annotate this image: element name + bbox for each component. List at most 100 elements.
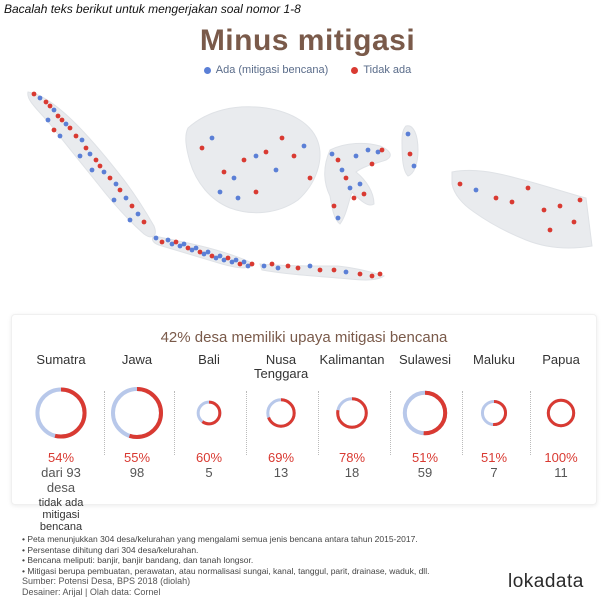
map-dot [209, 135, 215, 141]
map-dot [269, 261, 275, 267]
summary-panel: 42% desa memiliki upaya mitigasi bencana… [11, 314, 597, 533]
map-dot [77, 153, 83, 159]
map-dot [369, 161, 375, 167]
donut-papua [546, 398, 576, 428]
map-dot [509, 199, 515, 205]
legend-label-ada: Ada (mitigasi bencana) [215, 64, 329, 76]
divider [530, 391, 531, 455]
map-dot [185, 245, 191, 251]
donut-nusa-tenggara [266, 398, 296, 428]
footnote: • Persentase dihitung dari 304 desa/kelu… [22, 544, 199, 555]
map-dot [273, 167, 279, 173]
donut-arc-tidak-ada [196, 400, 222, 426]
source-text: Sumber: Potensi Desa, BPS 2018 (diolah) [22, 576, 191, 586]
footnote: • Mitigasi berupa pembuatan, perawatan, … [22, 565, 430, 576]
region-papua: Papua 100% 11 [528, 352, 594, 481]
map-dot [317, 267, 323, 273]
region-name: Papua [542, 352, 580, 367]
legend-label-tidak: Tidak ada [363, 64, 412, 76]
region-sumatra: Sumatra 54% dari 93 desa tidak ada mitig… [26, 353, 96, 533]
region-jawa: Jawa 55% 98 [104, 353, 170, 480]
map-dot [237, 261, 243, 267]
divider [462, 391, 463, 455]
map-dot [209, 253, 215, 259]
indonesia-map [27, 91, 593, 281]
map-dot [369, 273, 375, 279]
map-dot [123, 195, 129, 201]
map-dot [379, 147, 385, 153]
map-dots [31, 91, 583, 279]
donut-sulawesi [402, 390, 448, 436]
region-count: 59 [417, 465, 433, 480]
legend: Ada (mitigasi bencana) Tidak ada [0, 64, 615, 76]
map-dot [169, 241, 175, 247]
region-name: Sulawesi [398, 352, 452, 367]
map-dot [235, 195, 241, 201]
map-dot [189, 247, 195, 253]
map-dot [253, 189, 259, 195]
map-dot [329, 151, 335, 157]
map-dot [411, 163, 417, 169]
divider [246, 391, 247, 455]
map-dot [205, 249, 211, 255]
region-name: Kalimantan [319, 352, 385, 367]
map-dot [525, 185, 531, 191]
map-dot [263, 149, 269, 155]
region-count: dari 93 desa [41, 465, 81, 495]
map-kalimantan [185, 106, 321, 214]
legend-item-ada: Ada (mitigasi bencana) [203, 64, 329, 76]
footnote: • Peta menunjukkan 304 desa/kelurahan ya… [22, 534, 418, 544]
donut-jawa [111, 387, 163, 439]
map-dot [285, 263, 291, 269]
panel-subtitle: 42% desa memiliki upaya mitigasi bencana [160, 329, 448, 346]
divider [104, 391, 105, 455]
map-dot [353, 153, 359, 159]
map-dot [93, 157, 99, 163]
map-dot [245, 263, 251, 269]
region-count: 7 [490, 465, 498, 480]
map-dot [177, 243, 183, 249]
map-dot [47, 103, 53, 109]
instruction-text: Bacalah teks berikut untuk mengerjakan s… [4, 2, 301, 16]
map-dot [347, 185, 353, 191]
region-count: 11 [554, 465, 568, 480]
map-dot [129, 203, 135, 209]
map-dot [221, 169, 227, 175]
map-dot [83, 145, 89, 151]
map-dot [241, 259, 247, 265]
map-dot [57, 133, 63, 139]
map-dot [153, 235, 159, 241]
map-dot [225, 255, 231, 261]
map-dot [55, 113, 61, 119]
map-dot [571, 219, 577, 225]
map-dot [405, 131, 411, 137]
donut-arc-tidak-ada [266, 398, 296, 428]
map-dot [233, 257, 239, 263]
legend-dot-tidak [351, 66, 359, 74]
map-dot [107, 175, 113, 181]
map-dot [331, 267, 337, 273]
map-dot [541, 207, 547, 213]
map-dot [173, 239, 179, 245]
map-dot [249, 261, 255, 267]
map-dot [97, 163, 103, 169]
region-kalimantan: Kalimantan 78% 18 [314, 352, 390, 481]
map-dot [557, 203, 563, 209]
map-dot [357, 181, 363, 187]
map-dot [307, 263, 313, 269]
region-percent: 100% [544, 450, 578, 465]
footnote: • Bencana meliputi: banjir, banjir banda… [22, 555, 254, 565]
region-percent: 78% [338, 450, 366, 465]
map-dot [357, 271, 363, 277]
donut-maluku [480, 399, 508, 427]
region-nusa-tenggara: Nusa Tenggara 69% 13 [246, 352, 316, 481]
map-dot [193, 245, 199, 251]
donut-arc-tidak-ada [546, 398, 576, 428]
region-count: 98 [129, 465, 145, 480]
region-name: Nusa Tenggara [254, 352, 309, 381]
map-dot [51, 107, 57, 113]
donut-arc-tidak-ada [35, 387, 87, 439]
map-dot [351, 195, 357, 201]
footnotes: • Peta menunjukkan 304 desa/kelurahan ya… [22, 534, 429, 597]
region-bali: Bali 60% 5 [174, 353, 244, 481]
